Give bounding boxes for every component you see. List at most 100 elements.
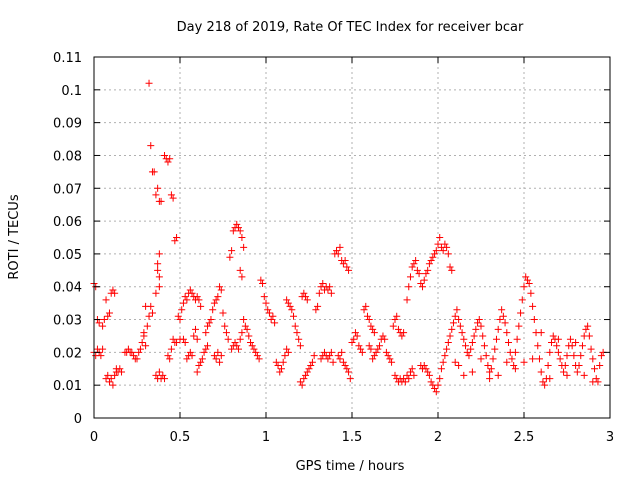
data-point bbox=[434, 240, 442, 248]
data-point bbox=[166, 155, 174, 163]
data-point bbox=[308, 358, 316, 366]
data-point bbox=[291, 322, 299, 330]
data-point bbox=[283, 296, 291, 304]
data-point bbox=[446, 263, 454, 271]
data-point bbox=[455, 361, 463, 369]
data-point bbox=[262, 299, 270, 307]
data-point bbox=[479, 332, 487, 340]
data-point bbox=[276, 368, 284, 376]
data-point bbox=[243, 325, 251, 333]
data-point bbox=[482, 352, 490, 360]
x-tick-label: 1.5 bbox=[342, 430, 363, 445]
data-point bbox=[465, 352, 473, 360]
data-point bbox=[391, 371, 399, 379]
data-point bbox=[197, 358, 205, 366]
data-point bbox=[458, 329, 466, 337]
data-point bbox=[410, 260, 418, 268]
data-point bbox=[348, 339, 356, 347]
data-point bbox=[233, 342, 241, 350]
data-point bbox=[118, 368, 126, 376]
data-point bbox=[498, 306, 506, 314]
data-point bbox=[413, 266, 421, 274]
data-point bbox=[357, 345, 365, 353]
data-point bbox=[522, 273, 530, 281]
data-point bbox=[202, 345, 210, 353]
y-tick-label: 0.07 bbox=[53, 182, 82, 197]
data-point bbox=[549, 332, 557, 340]
data-point bbox=[443, 243, 451, 251]
data-point bbox=[200, 348, 208, 356]
data-point bbox=[319, 279, 327, 287]
data-point bbox=[529, 302, 537, 310]
x-axis-ticks: 0 0.5 1 1.5 2 2.5 3 bbox=[90, 57, 614, 445]
data-point bbox=[406, 368, 414, 376]
data-point bbox=[363, 312, 371, 320]
data-point bbox=[582, 325, 590, 333]
data-point bbox=[393, 312, 401, 320]
data-point bbox=[496, 316, 504, 324]
data-point bbox=[219, 309, 227, 317]
data-point bbox=[109, 381, 117, 389]
data-point bbox=[343, 365, 351, 373]
data-point bbox=[176, 316, 184, 324]
data-point bbox=[300, 289, 308, 297]
y-tick-label: 0.06 bbox=[53, 215, 82, 230]
data-point bbox=[462, 342, 470, 350]
data-point bbox=[236, 227, 244, 235]
data-point bbox=[241, 322, 249, 330]
data-point bbox=[212, 355, 220, 363]
data-point bbox=[577, 352, 585, 360]
data-point bbox=[391, 316, 399, 324]
data-point bbox=[326, 283, 334, 291]
data-point bbox=[324, 286, 332, 294]
data-point bbox=[310, 352, 318, 360]
data-point bbox=[460, 335, 468, 343]
data-point bbox=[424, 368, 432, 376]
data-point bbox=[231, 339, 239, 347]
x-tick-label: 0.5 bbox=[170, 430, 191, 445]
data-point bbox=[556, 355, 564, 363]
data-point bbox=[302, 293, 310, 301]
data-point bbox=[370, 352, 378, 360]
data-point bbox=[365, 342, 373, 350]
data-point bbox=[503, 329, 511, 337]
data-point bbox=[355, 342, 363, 350]
data-point bbox=[597, 352, 605, 360]
data-point bbox=[253, 352, 261, 360]
data-point bbox=[327, 348, 335, 356]
data-point bbox=[284, 299, 292, 307]
data-point bbox=[140, 329, 148, 337]
data-point bbox=[422, 270, 430, 278]
y-tick-label: 0.05 bbox=[53, 248, 82, 263]
data-point bbox=[269, 312, 277, 320]
data-point bbox=[424, 266, 432, 274]
data-point bbox=[520, 358, 528, 366]
data-point bbox=[236, 335, 244, 343]
data-point bbox=[179, 299, 187, 307]
data-point bbox=[234, 345, 242, 353]
data-point bbox=[202, 329, 210, 337]
data-point bbox=[406, 273, 414, 281]
data-point bbox=[111, 289, 119, 297]
x-axis-label: GPS time / hours bbox=[296, 459, 405, 474]
data-point bbox=[589, 378, 597, 386]
data-point bbox=[193, 293, 201, 301]
data-point bbox=[188, 352, 196, 360]
data-point bbox=[548, 339, 556, 347]
data-point bbox=[534, 342, 542, 350]
data-point bbox=[367, 322, 375, 330]
data-point bbox=[259, 279, 267, 287]
data-point bbox=[228, 345, 236, 353]
data-point bbox=[517, 309, 525, 317]
data-point bbox=[338, 348, 346, 356]
data-point bbox=[264, 306, 272, 314]
y-tick-label: 0.08 bbox=[53, 149, 82, 164]
data-point bbox=[345, 266, 353, 274]
data-point bbox=[448, 325, 456, 333]
data-point bbox=[221, 322, 229, 330]
x-tick-label: 3 bbox=[606, 430, 614, 445]
data-point bbox=[260, 293, 268, 301]
data-point bbox=[420, 276, 428, 284]
data-point bbox=[455, 316, 463, 324]
data-point bbox=[429, 253, 437, 261]
